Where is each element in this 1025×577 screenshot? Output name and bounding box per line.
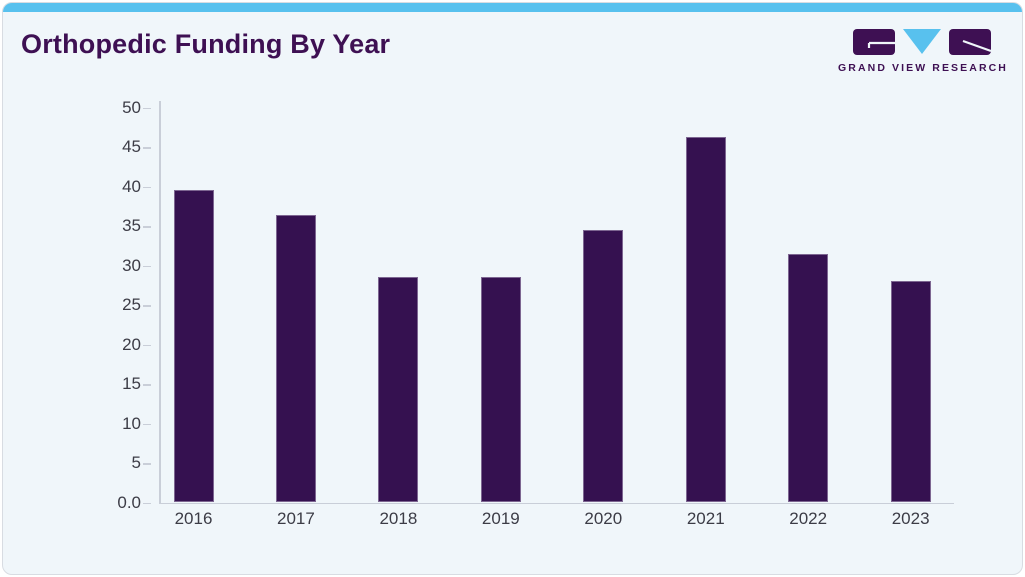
bar-2023 bbox=[890, 281, 931, 503]
y-tick-label: 30 bbox=[122, 255, 141, 275]
bar-2019 bbox=[480, 277, 521, 503]
x-tick-label: 2020 bbox=[584, 509, 623, 528]
y-tick-label: 15 bbox=[122, 374, 141, 393]
bar-2017 bbox=[275, 214, 316, 503]
y-tick-mark bbox=[143, 502, 151, 504]
x-tick-label: 2022 bbox=[789, 509, 828, 528]
y-tick-mark bbox=[143, 226, 151, 228]
y-tick-label: 0.0 bbox=[117, 492, 141, 512]
y-tick-mark bbox=[143, 186, 151, 188]
y-tick-label: 45 bbox=[122, 137, 141, 156]
x-tick-label: 2021 bbox=[686, 509, 725, 528]
y-tick-label: 25 bbox=[122, 295, 141, 314]
x-tick-label: 2023 bbox=[891, 509, 930, 528]
y-tick-mark bbox=[143, 305, 151, 307]
y-tick-mark bbox=[143, 265, 151, 267]
x-tick-label: 2016 bbox=[174, 509, 213, 528]
x-tick-label: 2018 bbox=[379, 509, 418, 528]
bar-2018 bbox=[378, 277, 419, 503]
y-tick-mark bbox=[143, 107, 151, 109]
y-tick-mark bbox=[143, 147, 151, 149]
y-tick-label: 10 bbox=[122, 413, 141, 433]
bar-2016 bbox=[173, 190, 214, 503]
y-axis-line bbox=[159, 101, 161, 504]
page-title: Orthopedic Funding By Year bbox=[21, 29, 391, 59]
bar-2022 bbox=[788, 254, 829, 503]
gvr-logo-icon bbox=[853, 29, 992, 55]
x-axis-line bbox=[159, 502, 954, 504]
y-tick-mark bbox=[143, 423, 151, 425]
y-tick-mark bbox=[143, 384, 151, 386]
y-tick-label: 20 bbox=[122, 334, 141, 354]
x-tick-label: 2017 bbox=[277, 509, 315, 528]
y-tick-mark bbox=[143, 344, 151, 346]
y-tick-label: 50 bbox=[122, 97, 141, 117]
bar-2020 bbox=[583, 229, 624, 503]
y-tick-label: 40 bbox=[122, 176, 141, 196]
grand-view-research-logo: GRAND VIEW RESEARCH bbox=[838, 27, 1006, 74]
y-tick-mark bbox=[143, 463, 151, 465]
x-tick-label: 2019 bbox=[481, 509, 520, 528]
y-tick-label: 5 bbox=[131, 453, 141, 472]
bar-chart: 0.0 5 10 15 20 25 30 35 40 45 50 2016 2017 2018 2019 20… bbox=[3, 3, 1022, 574]
top-accent-bar bbox=[3, 3, 1022, 12]
bar-2021 bbox=[685, 136, 726, 503]
gvr-logo-text: GRAND VIEW RESEARCH bbox=[838, 62, 1008, 74]
y-tick-label: 35 bbox=[122, 216, 141, 235]
